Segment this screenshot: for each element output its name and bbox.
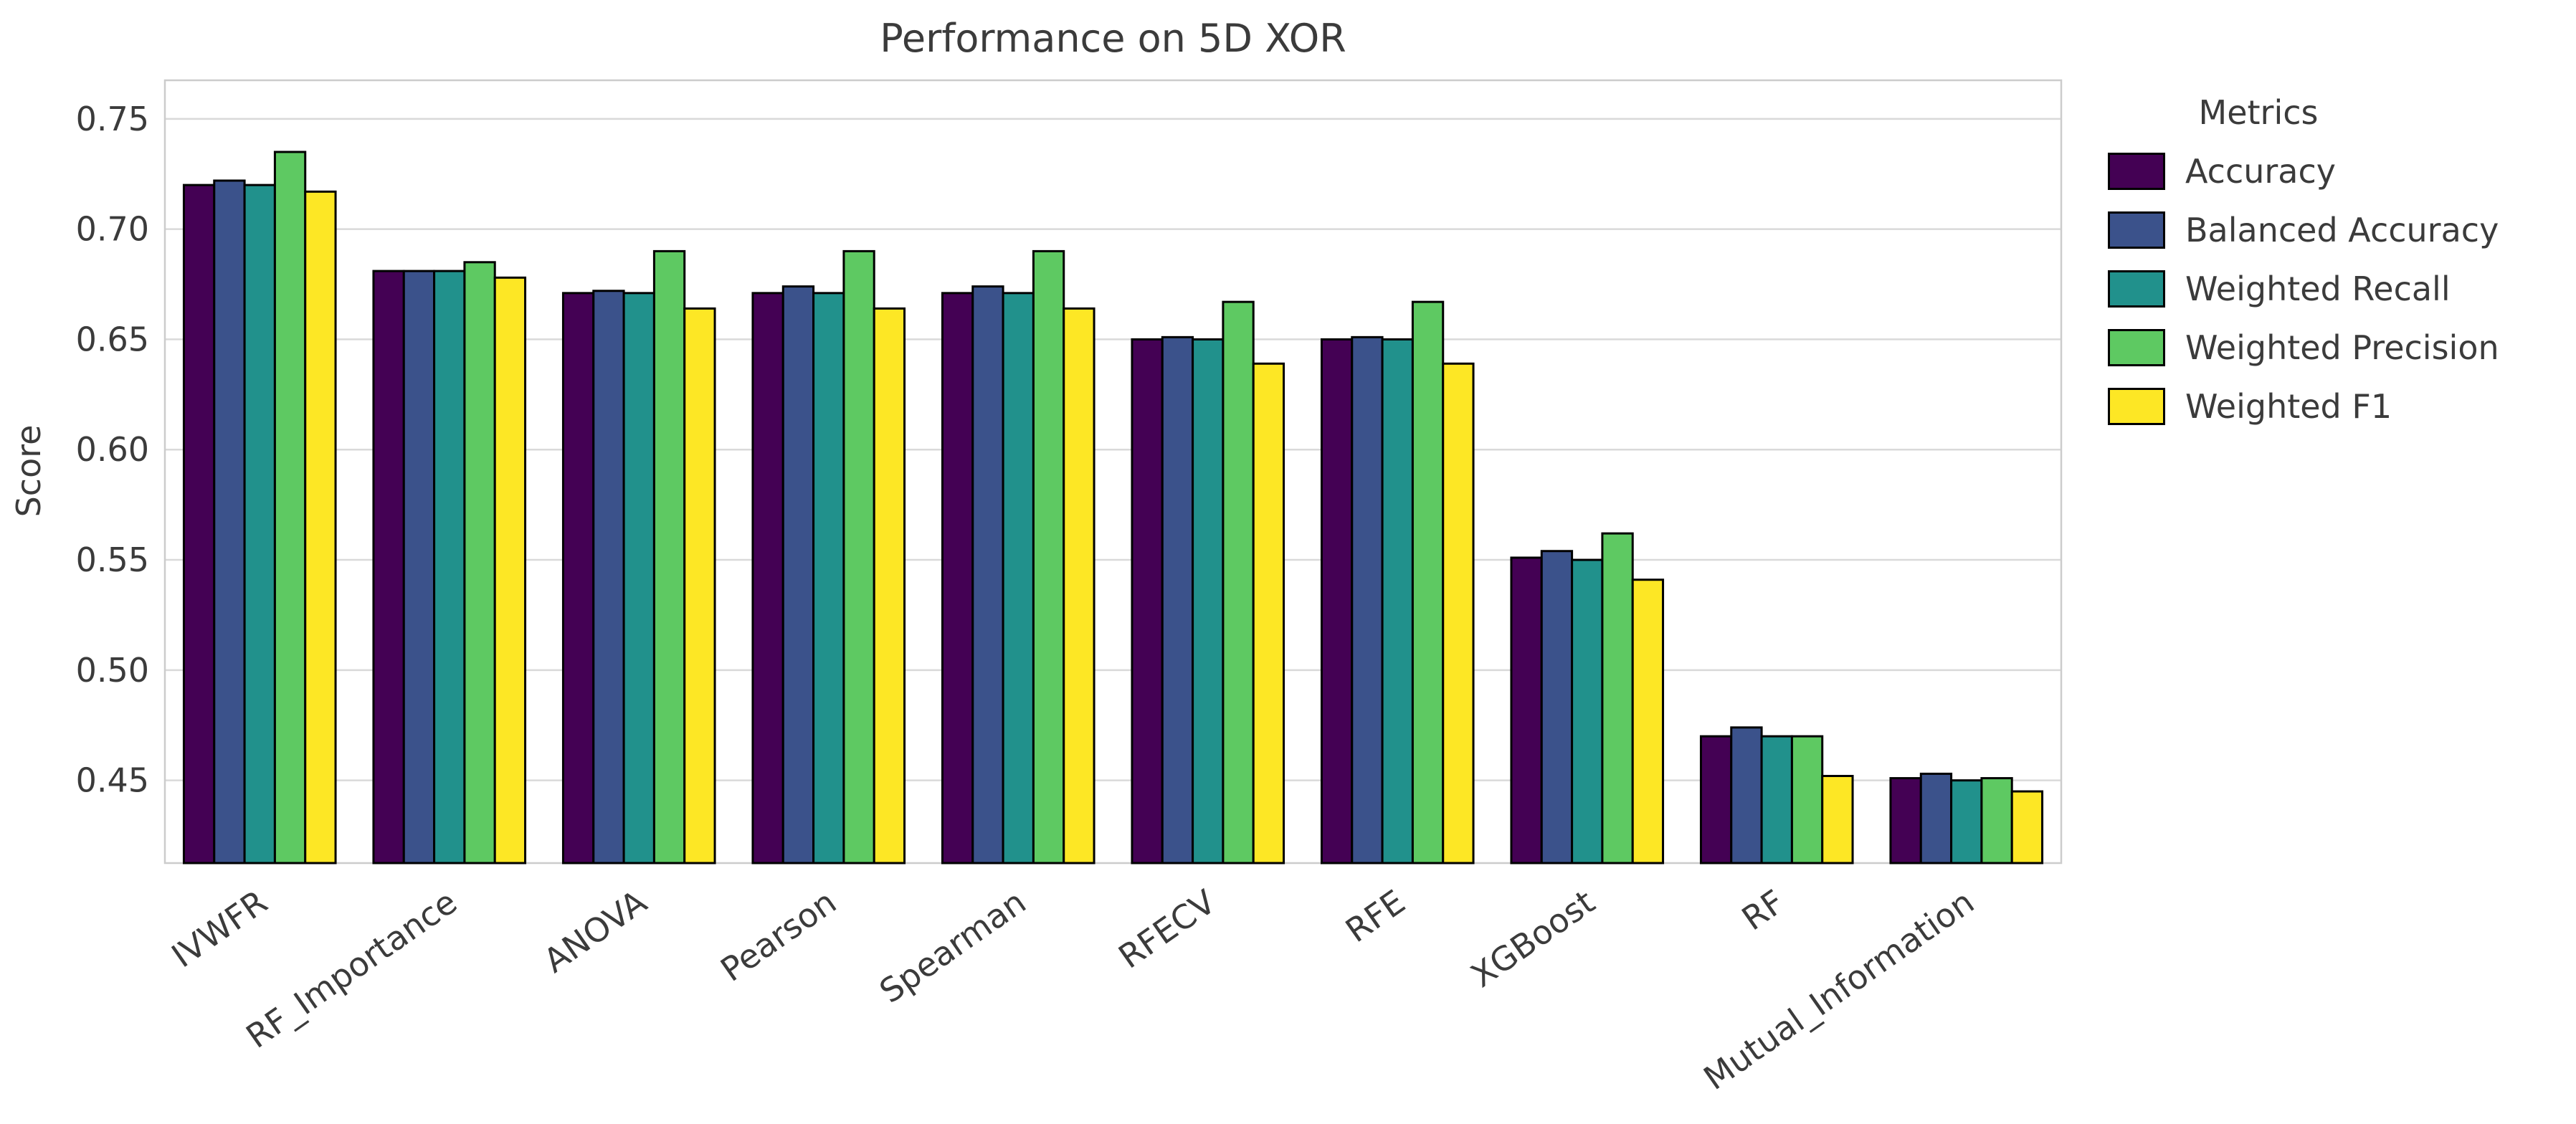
bar bbox=[812, 292, 845, 865]
y-tick-label: 0.65 bbox=[76, 320, 149, 358]
bar bbox=[1442, 362, 1475, 865]
bar bbox=[561, 292, 595, 865]
legend-label: Balanced Accuracy bbox=[2185, 211, 2499, 249]
bar bbox=[2010, 790, 2044, 865]
bar bbox=[1889, 777, 1922, 865]
bar bbox=[1919, 772, 1953, 865]
legend-label: Weighted Recall bbox=[2185, 270, 2451, 308]
bar bbox=[751, 292, 784, 865]
bar bbox=[273, 151, 307, 865]
bar bbox=[592, 290, 625, 865]
bar bbox=[493, 276, 527, 865]
y-tick-label: 0.60 bbox=[76, 430, 149, 469]
x-tick-label: RFECV bbox=[1111, 882, 1222, 976]
y-tick-label: 0.55 bbox=[76, 540, 149, 579]
bar bbox=[1381, 338, 1414, 865]
chart-title: Performance on 5D XOR bbox=[880, 16, 1346, 61]
bar bbox=[1540, 550, 1574, 865]
bar bbox=[873, 307, 906, 865]
plot-border bbox=[163, 79, 2063, 865]
bar bbox=[1161, 335, 1194, 865]
x-tick-label: Mutual_Information bbox=[1697, 882, 1982, 1097]
legend-items: Accuracy Balanced Accuracy Weighted Recall… bbox=[2108, 152, 2574, 426]
bar bbox=[1063, 307, 1095, 865]
x-tick-label: ANOVA bbox=[536, 882, 654, 980]
y-tick-label: 0.50 bbox=[76, 651, 149, 690]
x-tick-label: RF_Importance bbox=[239, 882, 464, 1056]
legend-label: Weighted F1 bbox=[2185, 387, 2392, 426]
x-tick-label: RFE bbox=[1339, 882, 1412, 950]
bar bbox=[1730, 726, 1763, 865]
bar bbox=[1571, 558, 1604, 865]
bar bbox=[1002, 292, 1035, 865]
bar bbox=[781, 285, 815, 865]
bar bbox=[304, 190, 337, 865]
bar bbox=[182, 184, 216, 865]
bar bbox=[1252, 362, 1285, 865]
bar bbox=[1032, 249, 1065, 865]
legend-label: Weighted Precision bbox=[2185, 328, 2499, 367]
bar bbox=[1320, 338, 1354, 865]
legend-label: Accuracy bbox=[2185, 152, 2337, 191]
bar bbox=[1699, 735, 1733, 865]
bar bbox=[433, 270, 466, 865]
legend-title: Metrics bbox=[2198, 93, 2319, 132]
y-tick-label: 0.70 bbox=[76, 210, 149, 249]
x-tick-label: RF bbox=[1735, 882, 1792, 938]
x-tick-label: Spearman bbox=[873, 882, 1033, 1011]
bar bbox=[463, 261, 496, 865]
legend-item: Weighted Precision bbox=[2108, 328, 2574, 367]
bar bbox=[971, 285, 1004, 865]
bar bbox=[1222, 300, 1255, 865]
bar bbox=[1631, 578, 1665, 865]
legend-swatch bbox=[2108, 388, 2165, 425]
legend-swatch bbox=[2108, 211, 2165, 249]
bar bbox=[1760, 735, 1793, 865]
bar bbox=[1192, 338, 1225, 865]
legend-item: Balanced Accuracy bbox=[2108, 211, 2574, 249]
bar bbox=[243, 184, 276, 865]
y-tick-label: 0.45 bbox=[76, 761, 149, 800]
y-tick-label: 0.75 bbox=[76, 100, 149, 138]
bar bbox=[1950, 779, 1983, 865]
x-tick-label: IVWFR bbox=[165, 882, 275, 976]
x-tick-label: XGBoost bbox=[1464, 882, 1602, 995]
bar bbox=[842, 249, 875, 865]
bar bbox=[1411, 300, 1445, 865]
legend: Metrics Accuracy Balanced Accuracy Weighte… bbox=[2108, 93, 2574, 446]
bar bbox=[1510, 556, 1543, 865]
legend-item: Accuracy bbox=[2108, 152, 2574, 191]
bar bbox=[1790, 735, 1824, 865]
bar bbox=[941, 292, 974, 865]
bar bbox=[1351, 335, 1384, 865]
bar bbox=[622, 292, 655, 865]
legend-item: Weighted Recall bbox=[2108, 270, 2574, 308]
bar bbox=[402, 270, 436, 865]
legend-item: Weighted F1 bbox=[2108, 387, 2574, 426]
bar bbox=[652, 249, 686, 865]
bar bbox=[372, 270, 405, 865]
bar bbox=[1980, 777, 2013, 865]
x-tick-label: Pearson bbox=[713, 882, 843, 989]
bar bbox=[683, 307, 716, 865]
bar bbox=[213, 179, 246, 865]
bar bbox=[1821, 774, 1854, 865]
bar bbox=[1601, 532, 1634, 865]
legend-swatch bbox=[2108, 270, 2165, 308]
bar bbox=[1131, 338, 1164, 865]
legend-swatch bbox=[2108, 329, 2165, 366]
legend-swatch bbox=[2108, 153, 2165, 190]
